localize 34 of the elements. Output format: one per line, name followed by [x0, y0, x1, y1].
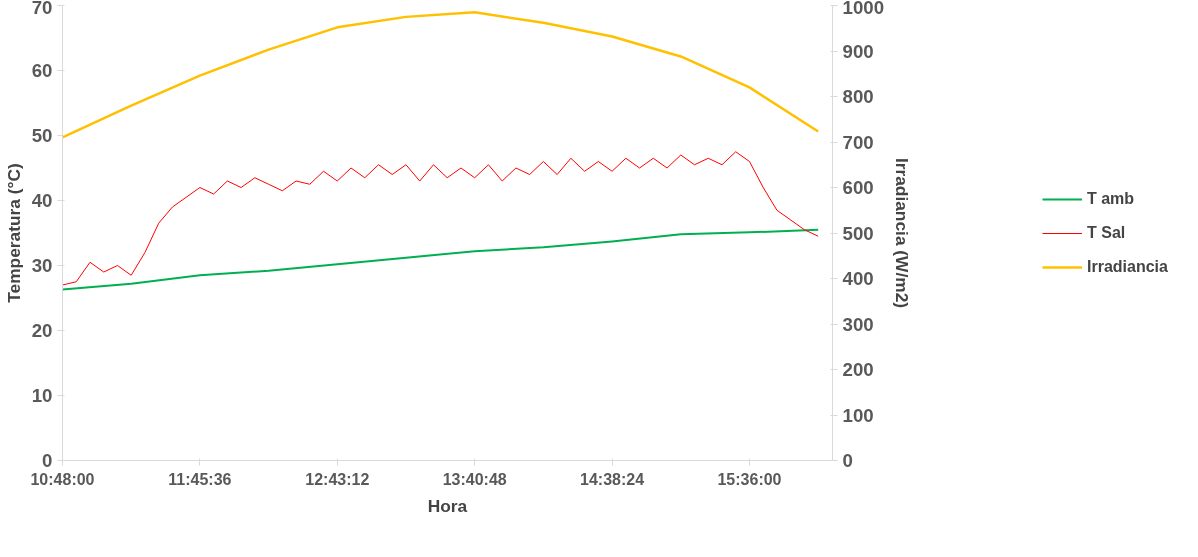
- y-tick-label: 10: [31, 385, 53, 406]
- y2-tick-label: 300: [842, 313, 874, 335]
- x-tick-label: 13:40:48: [442, 470, 507, 488]
- x-axis-title: Hora: [427, 495, 468, 516]
- y2-tick-label: 600: [842, 177, 874, 198]
- x-tick-label: 10:48:00: [30, 470, 95, 488]
- y2-tick-label: 900: [842, 40, 874, 62]
- x-tick-label: 15:36:00: [717, 470, 782, 488]
- line-series: [62, 228, 820, 291]
- y-axis-title: Temperatura (°C): [3, 163, 24, 303]
- legend-label: T Sal: [1087, 223, 1126, 242]
- y2-tick-label: 200: [842, 359, 874, 380]
- y-tick-label: 20: [31, 320, 53, 341]
- y-tick-label: 50: [31, 125, 53, 146]
- y2-axis-title: Irradiancia (W/m2): [892, 157, 912, 309]
- line-series: [62, 151, 819, 286]
- legend-label: T amb: [1087, 189, 1135, 208]
- legend-label: Irradiancia: [1087, 257, 1168, 276]
- line-series: [62, 11, 820, 139]
- y-tick-label: 70: [31, 0, 53, 18]
- y2-tick-label: 800: [842, 86, 874, 107]
- x-tick-label: 11:45:36: [168, 470, 232, 488]
- x-tick-label: 14:38:24: [580, 470, 645, 488]
- x-tick-label: 12:43:12: [305, 470, 370, 488]
- y2-tick-label: 700: [842, 131, 874, 153]
- y2-tick-label: 0: [842, 450, 853, 471]
- y2-tick-label: 500: [842, 222, 874, 244]
- y2-tick-label: 1000: [842, 0, 885, 18]
- y-tick-label: 40: [31, 190, 53, 211]
- y2-tick-label: 400: [842, 268, 874, 289]
- y-tick-label: 30: [31, 255, 53, 276]
- y-tick-label: 0: [42, 450, 53, 471]
- y2-tick-label: 100: [842, 404, 874, 426]
- y-tick-label: 60: [31, 60, 53, 81]
